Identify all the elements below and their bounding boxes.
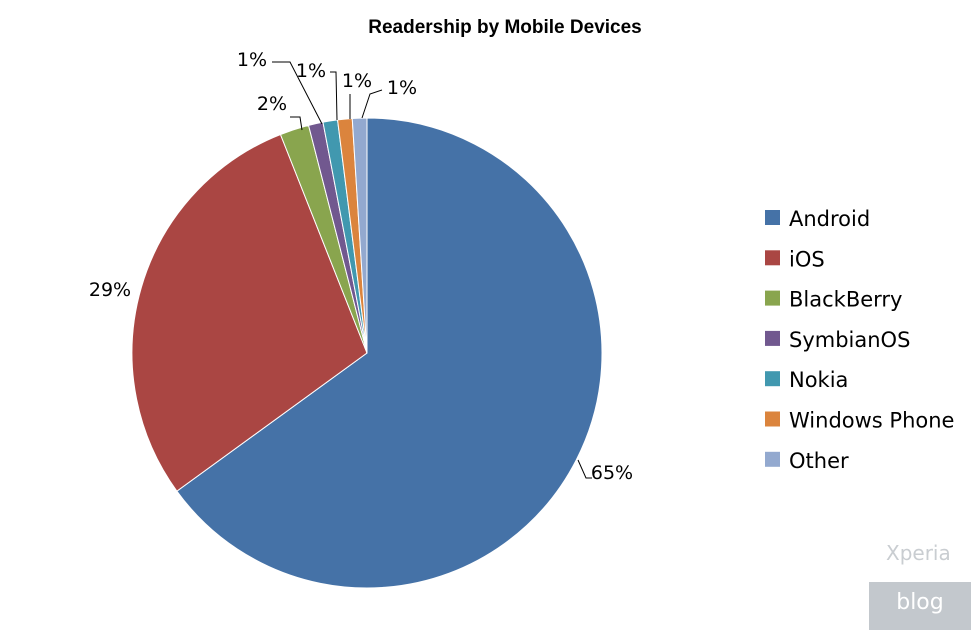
- leader-line-other: [361, 89, 383, 119]
- pie-slice-android: [176, 117, 603, 589]
- leader-line-android: [577, 459, 592, 479]
- data-label-ios: 29%: [89, 279, 131, 301]
- label-leader-lines: [272, 61, 592, 479]
- watermark-xperia: Xperia: [886, 541, 951, 565]
- legend-swatch-windows-phone: [765, 411, 780, 427]
- leader-line-symbianos: [272, 61, 323, 125]
- chart-title: Readership by Mobile Devices: [368, 17, 642, 38]
- data-label-nokia: 1%: [296, 60, 326, 82]
- leader-line-blackberry: [290, 116, 303, 131]
- data-label-android: 65%: [591, 462, 633, 484]
- data-label-blackberry: 2%: [257, 93, 287, 115]
- watermark-blog: blog: [896, 590, 944, 615]
- data-label-symbianos: 1%: [237, 49, 267, 71]
- data-label-windows-phone: 1%: [342, 70, 372, 92]
- leader-line-nokia: [330, 71, 338, 121]
- legend-label-android: Android: [789, 207, 870, 231]
- pie-slices: [131, 117, 603, 589]
- legend-label-ios: iOS: [789, 247, 825, 271]
- pie-slice-other: [351, 117, 368, 354]
- legend: Android iOS BlackBerry SymbianOS Nokia Window…: [765, 207, 954, 473]
- legend-swatch-nokia: [765, 371, 780, 387]
- data-label-other: 1%: [387, 77, 417, 99]
- legend-swatch-blackberry: [765, 290, 780, 306]
- legend-swatch-symbianos: [765, 330, 780, 346]
- legend-label-nokia: Nokia: [789, 368, 848, 392]
- legend-swatch-other: [765, 451, 780, 467]
- legend-label-blackberry: BlackBerry: [789, 288, 902, 312]
- watermark-blog-box: blog: [869, 582, 971, 630]
- legend-swatch-android: [765, 210, 780, 225]
- pie-slice-ios: [131, 133, 368, 492]
- legend-label-other: Other: [789, 449, 849, 473]
- legend-swatch-ios: [765, 250, 780, 266]
- data-labels: 65% 29% 2% 1% 1% 1% 1%: [89, 49, 633, 484]
- legend-label-symbianos: SymbianOS: [789, 328, 910, 352]
- legend-label-windows-phone: Windows Phone: [789, 409, 954, 433]
